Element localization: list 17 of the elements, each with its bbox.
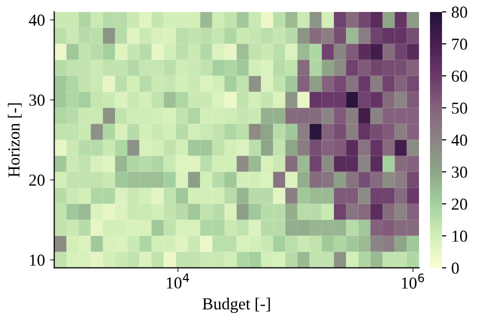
y-tick-label: 30 [29,94,45,106]
y-tick-label: 40 [28,14,45,26]
color-bar-label: 20 [452,198,468,210]
y-tick-label: 10 [30,254,45,266]
color-bar-label: 0 [452,262,459,274]
color-bar-label: 80 [452,6,468,18]
color-bar-label: 60 [452,70,468,82]
color-bar-label: 70 [452,38,468,50]
color-bar-label: 30 [452,166,468,178]
color-bar-label: 50 [452,102,468,114]
x-tick-label: 10$^{6}$ [402,273,424,289]
color-bar-label: 10 [452,230,468,242]
y-tick-label: 20 [29,174,45,186]
x-tick-label: 10$^{4}$ [166,273,190,289]
x-axis-title: Budget [-] [202,298,270,313]
y-axis-title: Horizon [-] [8,103,22,178]
color-bar-label: 40 [451,134,468,146]
